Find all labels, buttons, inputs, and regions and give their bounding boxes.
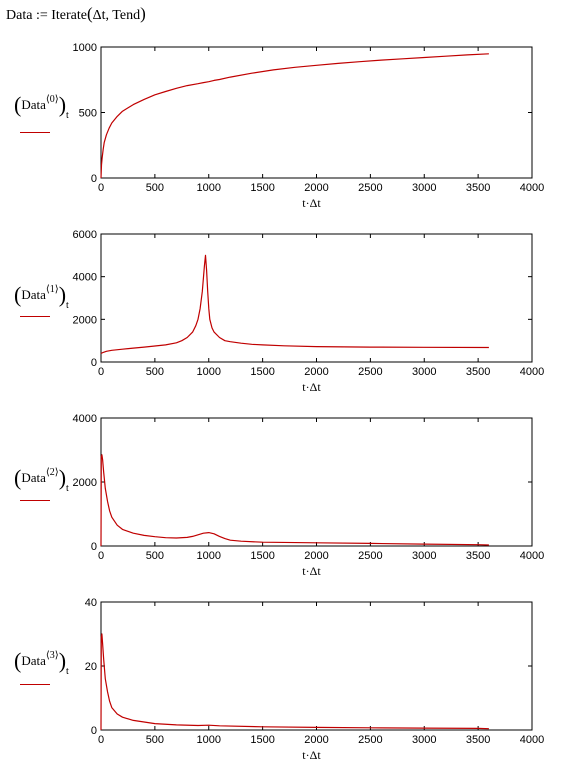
chart-0: 0 500 1000 1500 2000 2500 3000 3500 4000 0 500 1000… (73, 42, 545, 210)
x-tick-label: 2500 (358, 550, 382, 562)
x-tick-label: 1000 (197, 734, 221, 746)
x-tick-label: 500 (146, 366, 164, 378)
x-tick-label: 3500 (466, 734, 490, 746)
x-tick-label: 4000 (520, 550, 544, 562)
x-tick-label: 3000 (412, 366, 436, 378)
y-tick-label: 40 (85, 597, 97, 609)
data-trace (100, 53, 489, 179)
open-paren: ( (86, 4, 93, 23)
x-tick-label: 500 (146, 182, 164, 194)
x-tick-label: 3000 (412, 182, 436, 194)
x-axis-title: t·Δt (302, 564, 321, 578)
x-tick-label: 1500 (250, 550, 274, 562)
assign-operator: := (35, 8, 48, 23)
x-tick-label: 0 (98, 550, 104, 562)
plot-frame (100, 417, 533, 547)
x-tick-label: 1500 (250, 734, 274, 746)
x-tick-label: 2000 (304, 366, 328, 378)
x-tick-label: 1500 (250, 366, 274, 378)
worksheet-header: Data := Iterate(Δt, Tend) (6, 4, 146, 24)
iterate-function: Iterate (51, 8, 87, 23)
y-tick-label: 0 (91, 173, 97, 185)
x-tick-label: 3000 (412, 734, 436, 746)
plot-frame (100, 601, 533, 731)
x-tick-label: 4000 (520, 366, 544, 378)
y-tick-label: 0 (91, 725, 97, 737)
y-axis-label: (Data⟨3⟩)t (14, 648, 69, 677)
x-tick-label: 500 (146, 734, 164, 746)
y-tick-label: 2000 (73, 477, 97, 489)
x-tick-label: 3500 (466, 550, 490, 562)
close-paren: ) (140, 4, 146, 23)
x-axis-title: t·Δt (302, 380, 321, 394)
x-tick-label: 2000 (304, 550, 328, 562)
plot-frame (100, 46, 533, 179)
x-tick-label: 2500 (358, 182, 382, 194)
y-tick-label: 1000 (73, 42, 97, 54)
chart-3: 0 500 1000 1500 2000 2500 3000 3500 4000 0 20 40 t·Δ… (85, 597, 544, 762)
y-axis-label: (Data⟨1⟩)t (14, 282, 69, 311)
y-tick-label: 6000 (73, 229, 97, 241)
y-tick-label: 500 (79, 108, 97, 120)
x-tick-label: 0 (98, 734, 104, 746)
data-variable: Data (6, 8, 33, 23)
x-tick-label: 3000 (412, 550, 436, 562)
x-tick-label: 4000 (520, 182, 544, 194)
x-axis-title: t·Δt (302, 196, 321, 210)
y-tick-label: 0 (91, 541, 97, 553)
trace-legend-line (20, 684, 50, 685)
x-tick-label: 1000 (197, 182, 221, 194)
x-tick-label: 1500 (250, 182, 274, 194)
x-tick-label: 3500 (466, 182, 490, 194)
y-tick-label: 4000 (73, 413, 97, 425)
x-tick-label: 2000 (304, 734, 328, 746)
trace-legend-line (20, 500, 50, 501)
y-tick-label: 0 (91, 357, 97, 369)
data-trace (100, 633, 489, 731)
x-tick-label: 2000 (304, 182, 328, 194)
x-tick-label: 4000 (520, 734, 544, 746)
y-tick-label: 2000 (73, 314, 97, 326)
trace-legend-line (20, 132, 50, 133)
x-tick-label: 2500 (358, 734, 382, 746)
x-axis-title: t·Δt (302, 748, 321, 762)
data-trace (100, 254, 489, 355)
trace-legend-line (20, 316, 50, 317)
y-axis-label: (Data⟨0⟩)t (14, 92, 69, 121)
chart-2: 0 500 1000 1500 2000 2500 3000 3500 4000 0 2000 400… (73, 413, 545, 578)
x-tick-label: 2500 (358, 366, 382, 378)
y-tick-label: 20 (85, 661, 97, 673)
function-args: Δt, Tend (92, 8, 141, 23)
x-tick-label: 1000 (197, 550, 221, 562)
x-tick-label: 1000 (197, 366, 221, 378)
x-tick-label: 0 (98, 366, 104, 378)
data-trace (100, 454, 489, 547)
x-tick-label: 3500 (466, 366, 490, 378)
y-axis-label: (Data⟨2⟩)t (14, 465, 69, 494)
chart-1: 0 500 1000 1500 2000 2500 3000 3500 4000 0 2000 400… (73, 229, 545, 394)
plot-frame (100, 233, 533, 363)
x-tick-label: 500 (146, 550, 164, 562)
y-tick-label: 4000 (73, 272, 97, 284)
x-tick-label: 0 (98, 182, 104, 194)
